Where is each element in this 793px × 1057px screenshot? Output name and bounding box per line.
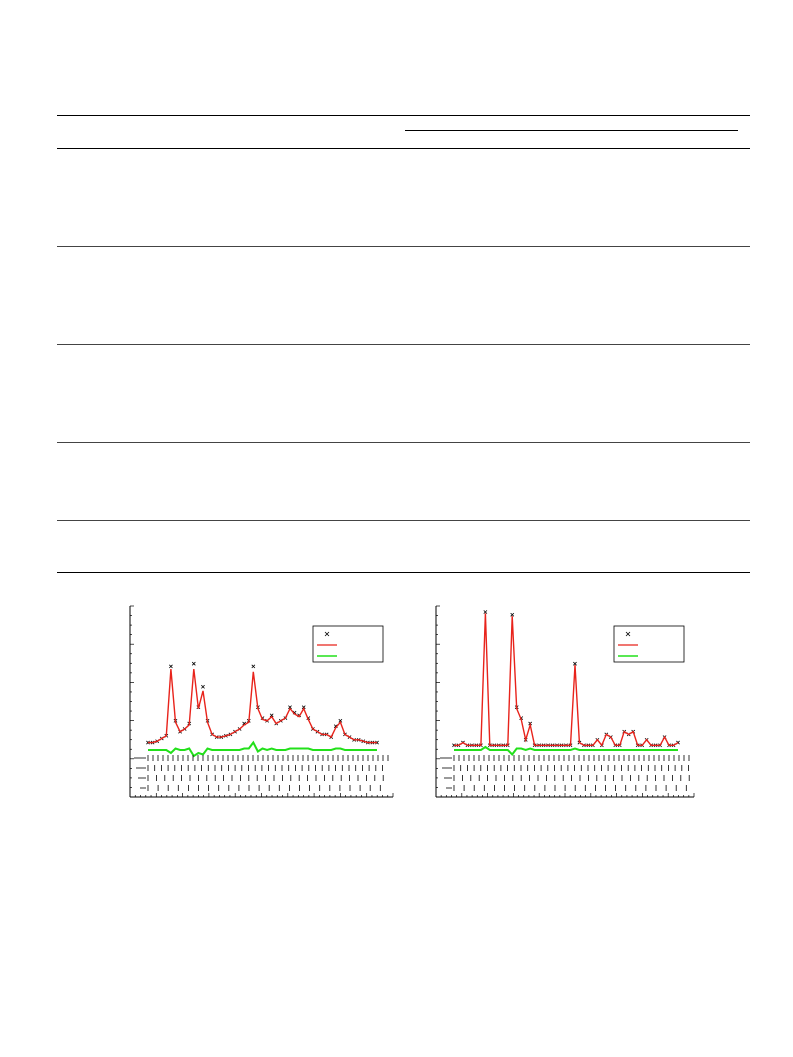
observed-mark <box>251 664 256 669</box>
table-row-divider <box>57 442 750 443</box>
table-group-header-rule <box>405 130 738 131</box>
table-row-divider <box>57 344 750 345</box>
observed-point <box>251 664 256 669</box>
observed-point <box>191 661 196 666</box>
observed-mark <box>338 718 343 723</box>
observed-mark <box>269 713 274 718</box>
table-row-divider <box>57 246 750 247</box>
observed-mark <box>191 661 196 666</box>
observed-mark <box>483 610 488 614</box>
observed-point <box>201 684 205 689</box>
refinement-plot-left <box>129 605 394 798</box>
calculated-line <box>148 669 377 744</box>
observed-mark <box>573 661 577 666</box>
legend-observed-marker <box>324 631 330 637</box>
observed-mark <box>510 612 515 617</box>
observed-point <box>269 713 274 718</box>
table-header-rule <box>57 148 750 149</box>
figure-left <box>122 600 397 805</box>
table-top-rule <box>57 115 750 116</box>
observed-point <box>288 705 292 710</box>
observed-point <box>573 661 577 666</box>
observed-point <box>169 664 173 669</box>
figure-right <box>428 600 698 805</box>
observed-mark <box>333 724 338 729</box>
observed-mark <box>201 684 205 689</box>
refinement-plot-right <box>435 605 695 798</box>
calculated-line <box>454 613 679 747</box>
difference-line <box>148 740 377 758</box>
observed-point <box>483 610 488 614</box>
observed-mark <box>169 664 173 669</box>
legend-observed-marker <box>625 631 631 637</box>
observed-point <box>338 718 343 723</box>
observed-point <box>510 612 515 617</box>
observed-mark <box>288 705 292 710</box>
table-bottom-rule <box>57 572 750 573</box>
difference-line <box>454 745 678 757</box>
table-row-divider <box>57 520 750 521</box>
observed-mark <box>242 721 247 726</box>
